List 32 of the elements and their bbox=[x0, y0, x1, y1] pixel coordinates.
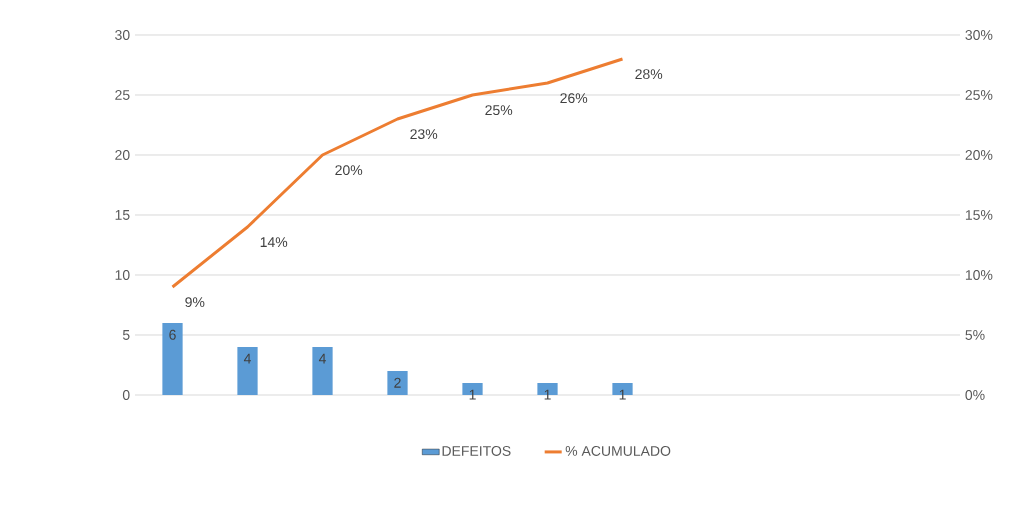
y2-tick-label: 20% bbox=[965, 150, 993, 160]
data-label: 4 bbox=[243, 353, 251, 364]
bar bbox=[237, 347, 258, 395]
y-tick-label: 25 bbox=[115, 90, 130, 100]
y-tick-label: 30 bbox=[115, 30, 130, 40]
data-label: 6 bbox=[169, 329, 176, 340]
y2-tick-label: 30% bbox=[965, 30, 993, 40]
data-label: 14% bbox=[260, 237, 288, 247]
data-label: 28% bbox=[635, 69, 663, 80]
y-tick-label: 5 bbox=[122, 330, 130, 340]
data-label: 2 bbox=[394, 377, 401, 388]
data-label: 9% bbox=[185, 297, 205, 308]
y2-tick-label: 15% bbox=[965, 210, 993, 220]
data-label: 4 bbox=[318, 353, 326, 364]
y2-tick-label: 10% bbox=[965, 270, 993, 280]
legend-label: DEFEITOS bbox=[442, 445, 511, 456]
bar bbox=[312, 347, 333, 395]
data-label: 25% bbox=[485, 105, 513, 116]
data-label: 20% bbox=[335, 165, 363, 176]
line-series bbox=[171, 57, 625, 289]
y2-tick-label: 25% bbox=[965, 90, 993, 100]
bar bbox=[162, 323, 183, 395]
y-tick-label: 0 bbox=[122, 390, 130, 400]
legend-label: % ACUMULADO bbox=[565, 445, 671, 456]
y-tick-label: 20 bbox=[115, 150, 130, 160]
data-label: 26% bbox=[560, 93, 588, 104]
data-label: 23% bbox=[410, 129, 438, 140]
y2-tick-label: 0% bbox=[965, 390, 985, 400]
y-tick-label: 15 bbox=[115, 210, 130, 220]
y-tick-label: 10 bbox=[115, 270, 130, 280]
bar bbox=[387, 371, 408, 395]
y2-tick-label: 5% bbox=[965, 330, 985, 340]
